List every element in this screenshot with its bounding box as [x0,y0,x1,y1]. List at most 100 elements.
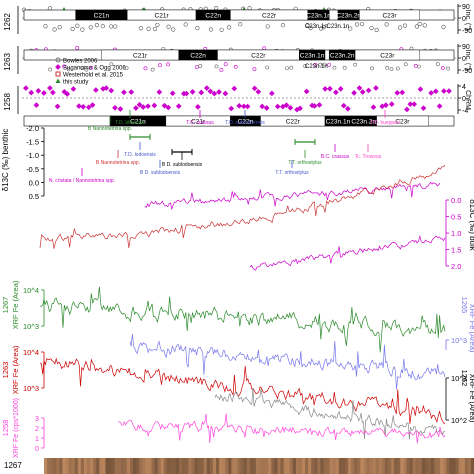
core-stripe [145,458,149,474]
data-point [52,27,57,32]
data-point [75,46,80,50]
axis-benthic-tick-label: -1.0 [26,151,39,160]
data-point [238,22,243,27]
chron-segment [354,49,420,61]
axis-1267-label: XRF Fe (Area) [11,280,20,329]
axis-label: Inc. (°) [464,10,472,31]
data-point [265,65,270,70]
event-label: T.D. bilaensis [115,120,145,126]
site-label: 1262 [3,13,12,31]
data-point [146,26,151,31]
data-point [303,88,310,95]
data-point [446,88,452,94]
core-stripe [176,458,180,474]
core-stripe [185,458,189,474]
axis-benthic-tick-label: -1.5 [26,138,39,147]
core-stripe [403,458,407,474]
event-label: T.D. lodoensis [124,152,156,158]
data-point [194,65,199,69]
core-stripe [415,458,420,474]
data-point [413,64,418,68]
axis-1267-tick-label: 10^4 [23,286,39,295]
axis-bulk-tick-label: 2.0 [451,262,461,271]
data-point [198,89,205,96]
axis-benthic-tick-label: 0.0 [29,178,39,187]
site-label: 1258 [3,93,12,111]
data-point [394,90,401,96]
core-stripe [372,458,377,474]
core-stripe [320,458,324,474]
axis-1263-tick-label: 10^4 [23,348,39,357]
data-point [223,62,228,67]
data-point [117,106,124,112]
event-label: B D. sublodoensis [162,162,203,168]
core-stripe [117,458,122,474]
data-point [103,85,110,91]
data-point [313,63,318,67]
data-point [370,66,374,71]
chron-label: C23n.2n [330,53,355,60]
data-point [322,86,328,92]
data-point [76,103,82,109]
data-point [47,6,53,11]
core-stripe [369,458,374,474]
axis-1265-site: 1265 [460,297,469,314]
core-stripe [105,458,109,474]
data-point [113,24,118,29]
core-stripe [427,458,432,474]
data-point [241,103,247,110]
axis-benthic-tick-label: 0.5 [29,192,39,201]
data-point [369,25,374,31]
core-stripe [154,458,159,474]
data-point [80,66,85,71]
chron-label: C23n.2n [336,13,361,20]
data-point [208,27,214,32]
data-point [269,90,275,97]
data-point [43,24,48,29]
core-stripe [431,458,435,474]
bio-event: T.D. kuepperi [370,110,400,126]
data-point [183,22,188,27]
axis-bulk-label: δ13C (‰) bulk [468,199,474,252]
data-point [198,64,203,69]
data-point [244,103,251,110]
core-stripe [240,458,245,474]
core-stripe [341,458,346,474]
data-point [84,67,89,72]
core-stripe [191,458,195,474]
data-point [100,24,105,29]
axis-benthic-label: δ13C (‰) benthic [1,129,10,192]
data-point [441,24,446,30]
data-point [409,46,414,51]
axis-1258-tick-label: 3 [35,414,39,423]
chron-label: C23r [382,13,397,20]
core-stripe [326,458,331,474]
data-point [308,25,313,31]
tick-label: 90 [462,4,470,11]
core-stripe [400,458,404,474]
axis-benthic-tick-label: -2.0 [26,124,39,133]
axis-1258-tick-label: 1 [35,434,39,443]
chron-label: C23r [380,53,395,60]
core-stripe [50,458,54,474]
data-point [417,86,424,93]
data-point [384,22,389,27]
bio-event: B D. sublodoensis [140,160,181,176]
series-d13c-bulk-2 [249,234,446,271]
core-stripe [65,458,70,474]
data-point [62,64,67,69]
data-point [155,22,160,28]
chron-label: C21r [191,119,206,126]
series-d13c-bulk [39,165,446,249]
core-stripe [252,458,257,474]
event-label: T.T. orthostylus [288,160,322,166]
core-stripe [394,458,398,474]
data-point [397,25,403,30]
data-point [124,66,129,71]
data-point [383,102,389,108]
core-stripe [283,458,288,474]
axis-1265-tick-label: 10^3 [451,336,467,345]
core-stripe [455,458,460,474]
